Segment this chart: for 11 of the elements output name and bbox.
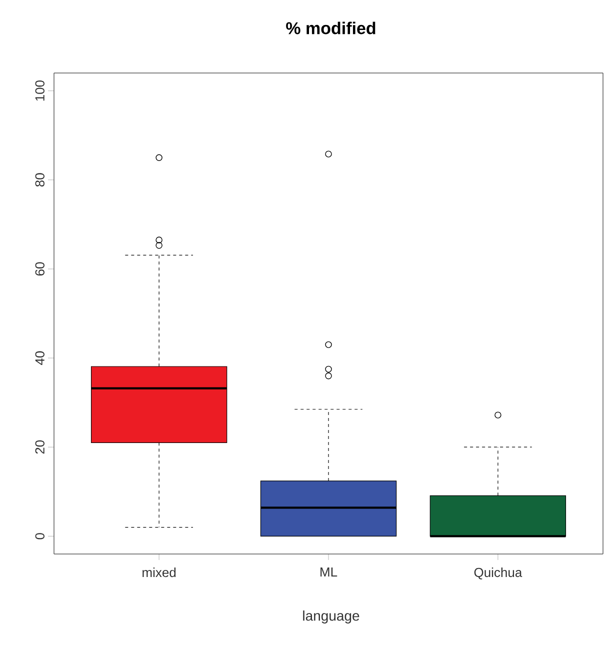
y-tick-label: 0 <box>35 533 44 540</box>
y-tick-label: 80 <box>35 173 44 187</box>
y-tick-label: 40 <box>35 351 44 365</box>
x-axis-title: language <box>303 610 360 624</box>
x-tick-label: ML <box>320 568 338 576</box>
y-tick-label: 100 <box>35 80 44 101</box>
chart-title: % modified <box>286 22 376 34</box>
y-tick-label: 60 <box>35 262 44 276</box>
x-tick-label: Quichua <box>474 568 522 580</box>
x-tick-label: mixed <box>142 568 176 578</box>
y-tick-label: 20 <box>35 440 44 454</box>
